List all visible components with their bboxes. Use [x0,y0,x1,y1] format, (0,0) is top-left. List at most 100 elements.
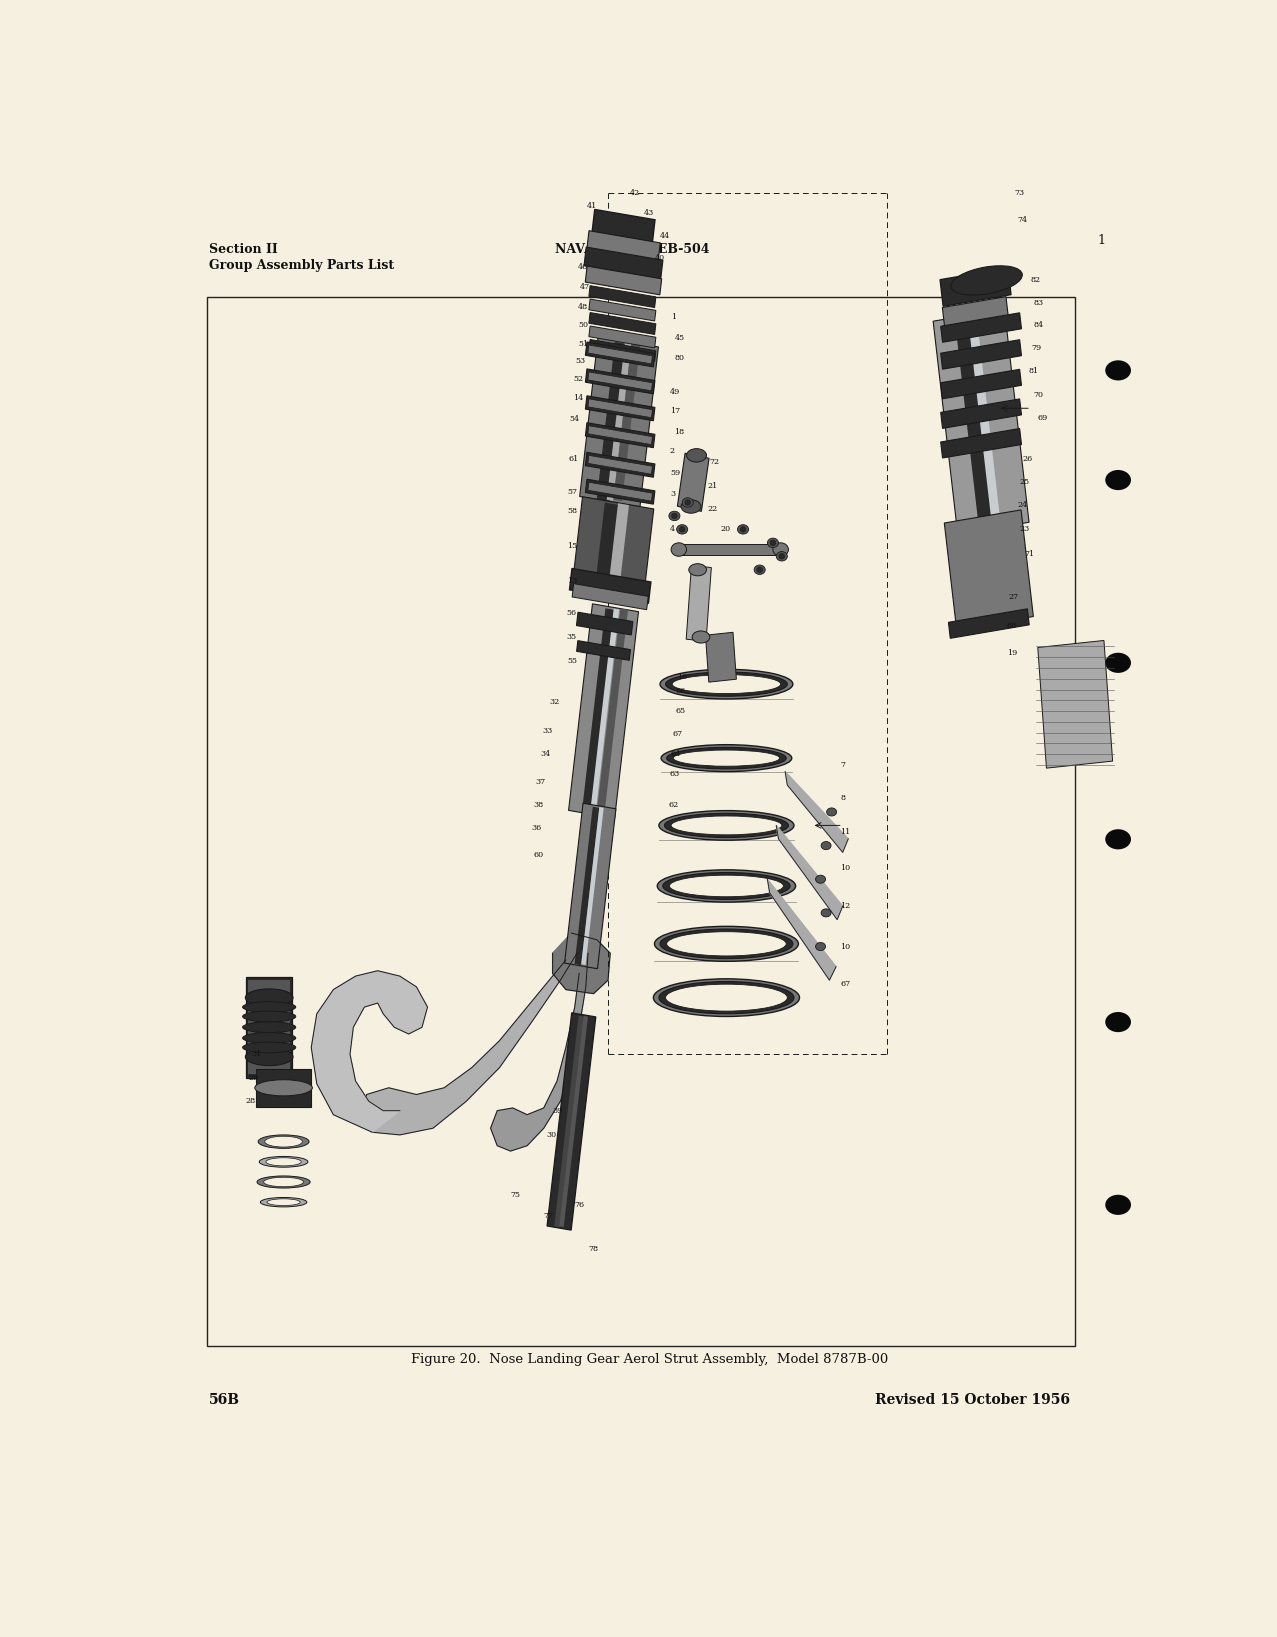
Polygon shape [587,399,653,417]
Ellipse shape [259,1156,308,1167]
Ellipse shape [681,499,701,514]
Text: 1: 1 [672,313,677,321]
Text: 32: 32 [549,697,559,706]
Polygon shape [767,879,836,981]
Text: 14: 14 [573,393,584,401]
Ellipse shape [667,931,787,956]
Text: 61: 61 [570,455,580,463]
Ellipse shape [672,543,687,557]
Text: 7: 7 [840,761,845,769]
Ellipse shape [669,511,679,521]
Polygon shape [587,483,653,501]
Text: 33: 33 [543,727,553,735]
Ellipse shape [661,745,792,771]
Text: 4: 4 [670,525,676,534]
Text: 29: 29 [249,1074,259,1082]
Ellipse shape [659,982,794,1013]
Polygon shape [609,503,630,583]
Polygon shape [949,609,1029,638]
Polygon shape [581,807,604,964]
Text: 43: 43 [644,210,654,218]
Polygon shape [940,268,1011,306]
Polygon shape [942,296,1009,332]
Polygon shape [785,771,848,853]
Ellipse shape [738,525,748,534]
Polygon shape [585,422,655,447]
Text: 75: 75 [511,1192,521,1200]
Polygon shape [941,340,1022,370]
Text: 23: 23 [1020,525,1031,534]
Text: 27: 27 [1009,593,1019,601]
Polygon shape [944,509,1033,630]
Text: 1: 1 [1098,234,1106,247]
Text: 48: 48 [578,303,587,311]
Polygon shape [585,480,655,504]
Text: 31: 31 [252,1051,262,1058]
Ellipse shape [243,1033,296,1043]
Ellipse shape [757,566,762,573]
Polygon shape [577,640,631,660]
Text: 36: 36 [531,823,541,832]
Polygon shape [589,313,656,334]
Ellipse shape [672,674,780,694]
Ellipse shape [664,814,788,838]
Polygon shape [564,804,616,969]
Polygon shape [587,372,653,391]
Text: 62: 62 [669,800,679,809]
Text: 56: 56 [567,609,577,617]
Text: 35: 35 [567,634,577,642]
Text: 16: 16 [677,673,688,681]
Text: 82: 82 [1031,277,1041,285]
Ellipse shape [243,1002,296,1012]
Text: 12: 12 [840,902,850,910]
Polygon shape [596,342,628,501]
Text: 3: 3 [670,491,676,498]
Text: 84: 84 [1033,321,1043,329]
Ellipse shape [655,927,798,961]
Text: 24: 24 [1018,501,1028,509]
Polygon shape [559,1017,587,1228]
Text: 52: 52 [573,375,584,383]
Ellipse shape [951,265,1023,295]
Ellipse shape [767,539,779,547]
Ellipse shape [659,810,794,840]
Polygon shape [576,612,633,635]
Ellipse shape [654,979,799,1017]
Text: 54: 54 [570,416,580,422]
Text: 47: 47 [580,283,590,291]
Text: 22: 22 [707,506,718,512]
Polygon shape [677,453,709,511]
Polygon shape [589,285,656,308]
Text: 68: 68 [1006,622,1016,630]
Ellipse shape [1106,830,1131,850]
Polygon shape [955,314,996,529]
Text: 50: 50 [578,321,587,329]
Text: 41: 41 [586,203,596,211]
Text: 17: 17 [670,408,681,414]
Text: 25: 25 [1020,478,1031,486]
Ellipse shape [1106,360,1131,380]
Polygon shape [587,345,653,363]
Polygon shape [255,1069,312,1107]
Text: Group Assembly Parts List: Group Assembly Parts List [209,259,395,272]
Ellipse shape [779,553,784,558]
Polygon shape [607,342,631,501]
Ellipse shape [679,527,684,532]
Polygon shape [582,609,614,814]
Ellipse shape [684,499,691,506]
Ellipse shape [660,930,793,959]
Text: 37: 37 [536,778,547,786]
Ellipse shape [667,748,787,769]
Bar [207,298,1075,1346]
Ellipse shape [250,1020,289,1035]
Polygon shape [248,981,290,1074]
Ellipse shape [1106,1012,1131,1033]
Polygon shape [490,953,587,1151]
Polygon shape [596,503,624,583]
Text: 72: 72 [710,458,720,467]
Polygon shape [1038,640,1112,768]
Ellipse shape [261,1198,306,1206]
Text: 39: 39 [553,1107,563,1115]
Ellipse shape [1106,653,1131,673]
Polygon shape [705,632,737,683]
